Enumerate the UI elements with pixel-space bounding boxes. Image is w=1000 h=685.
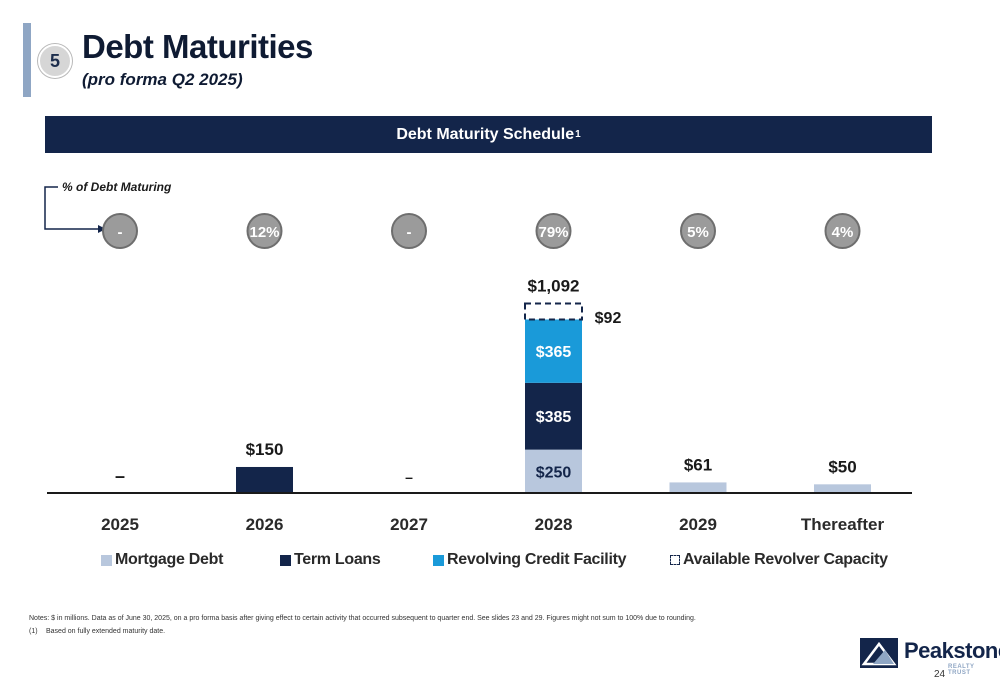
bar-segment <box>525 449 582 493</box>
legend-swatch-revolving-credit <box>433 554 444 566</box>
side-label: $92 <box>595 310 622 327</box>
legend-item-revolving-credit: Revolving Credit Facility <box>433 551 627 569</box>
bar-segment <box>236 466 293 493</box>
x-tick-label: 2027 <box>390 515 428 534</box>
legend-label: Mortgage Debt <box>115 551 224 568</box>
percent-circle <box>391 213 427 249</box>
total-label: $50 <box>828 457 856 476</box>
percent-arrow-icon <box>44 186 106 233</box>
debt-maturity-chart: - – 2025 12% $150 2026 - – 2027 79% $250 $385 $365 $1… <box>47 213 912 534</box>
logo-name: Peakstone <box>904 638 1000 663</box>
accent-bar <box>23 23 31 97</box>
chart-legend: Mortgage Debt Term Loans Revolving Credi… <box>0 551 1000 573</box>
total-label: – <box>115 466 125 486</box>
bar-segment <box>669 482 727 493</box>
legend-swatch-term-loans <box>280 554 291 566</box>
chart-banner: Debt Maturity Schedule 1 <box>45 116 932 153</box>
bar-segment <box>525 382 582 450</box>
bar-segment <box>524 302 583 321</box>
legend-swatch-available-revolver <box>670 555 680 565</box>
percent-value: 79% <box>538 224 568 241</box>
percent-circle <box>824 213 861 249</box>
percent-circle <box>246 213 283 249</box>
notes: Notes: $ in millions. Data as of June 30… <box>29 612 696 638</box>
legend-swatch-mortgage-debt <box>101 554 112 566</box>
segment-label: $250 <box>536 464 572 481</box>
total-label: $1,092 <box>528 277 580 296</box>
page-number: 24 <box>934 669 946 680</box>
total-label: – <box>405 469 413 485</box>
percent-value: - <box>407 224 412 241</box>
percent-value: 12% <box>249 224 279 241</box>
footnote-number: (1) <box>29 628 38 635</box>
x-tick-label: 2025 <box>101 515 139 534</box>
x-tick-label: Thereafter <box>801 515 885 534</box>
page-subtitle: (pro forma Q2 2025) <box>82 70 243 89</box>
legend-label: Term Loans <box>294 551 381 568</box>
legend-item-available-revolver: Available Revolver Capacity <box>670 551 888 569</box>
section-number: 5 <box>49 50 60 71</box>
segment-label: $365 <box>536 344 572 361</box>
total-label: $61 <box>684 455 712 474</box>
percent-value: 4% <box>832 224 854 241</box>
percent-circle <box>535 213 572 249</box>
legend-item-mortgage-debt: Mortgage Debt <box>101 551 223 569</box>
percent-value: - <box>118 224 123 241</box>
company-logo: Peakstone REALTY TRUST <box>860 636 1000 676</box>
banner-footnote-mark: 1 <box>575 129 581 140</box>
legend-label: Revolving Credit Facility <box>447 551 627 568</box>
footnote-row: (1) Based on fully extended maturity dat… <box>29 625 696 638</box>
percent-maturing-label: % of Debt Maturing <box>62 180 172 194</box>
footnote-text: Based on fully extended maturity date. <box>46 628 166 635</box>
segment-label: $385 <box>536 409 572 426</box>
percent-circle <box>680 213 716 249</box>
total-label: $150 <box>246 440 284 459</box>
bar-segment <box>814 484 871 493</box>
x-tick-label: 2028 <box>535 515 573 534</box>
percent-circle <box>102 213 138 249</box>
logo-tagline: REALTY TRUST <box>948 664 975 676</box>
banner-title: Debt Maturity Schedule <box>396 125 575 143</box>
bar-segment <box>525 319 582 383</box>
notes-main: Notes: $ in millions. Data as of June 30… <box>29 615 696 622</box>
legend-label: Available Revolver Capacity <box>683 551 888 568</box>
peak-logo-icon <box>860 638 898 668</box>
page-title: Debt Maturities <box>82 28 313 65</box>
section-number-badge: 5 <box>38 44 72 78</box>
x-tick-label: 2026 <box>246 515 284 534</box>
x-tick-label: 2029 <box>679 515 717 534</box>
legend-item-term-loans: Term Loans <box>280 551 381 569</box>
percent-value: 5% <box>687 224 709 241</box>
